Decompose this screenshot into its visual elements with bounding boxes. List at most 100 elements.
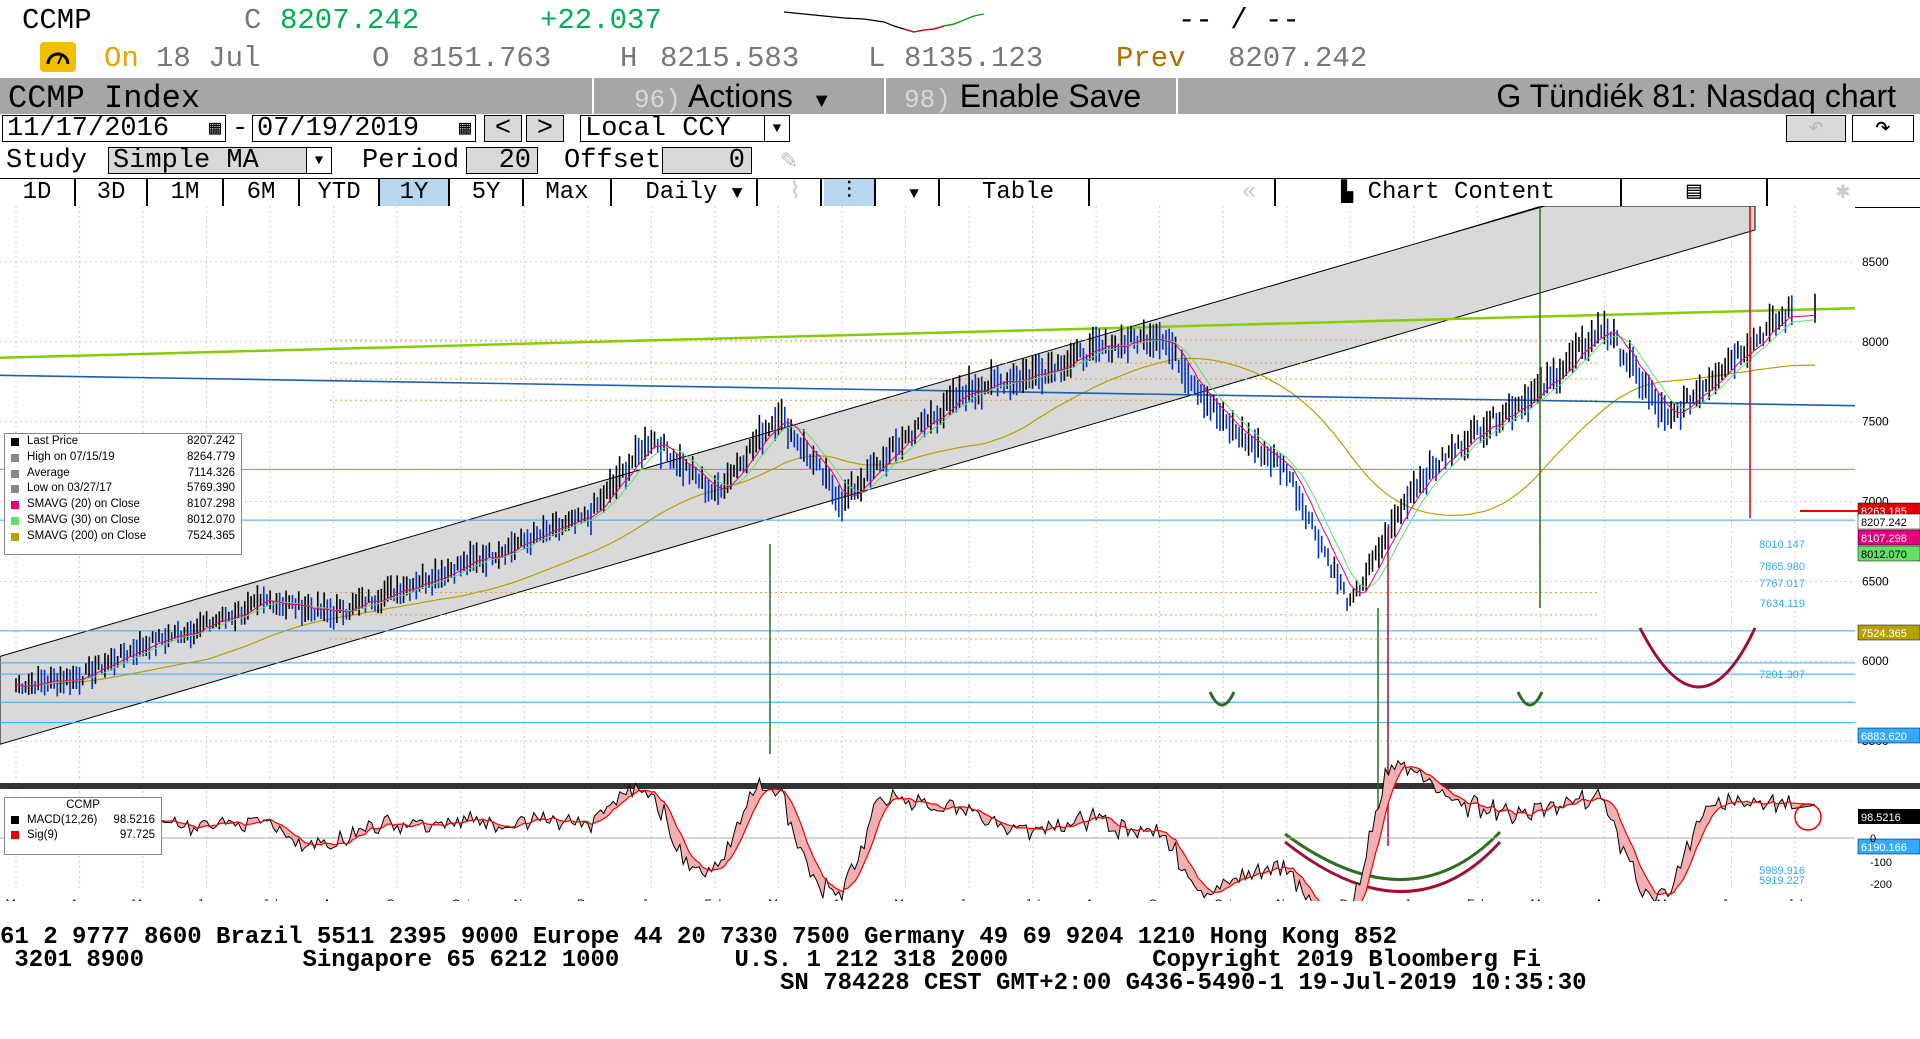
signal-line [15,765,1816,920]
low-label: L [868,42,886,75]
study-select[interactable]: Simple MA ▼ [108,147,332,175]
x-tick-label: Apr [70,897,89,901]
bar-chart-icon[interactable]: ⫶ [824,179,876,207]
legend-row: SMAVG (30) on Close 8012.070 [5,513,241,529]
price-tag [1857,513,1920,530]
x-tick-label: Jan [1404,897,1423,901]
price-tag-label: 8107.298 [1861,533,1907,545]
v-mark [1516,691,1544,707]
level-label: 7767.017 [1759,578,1805,590]
line-chart-icon[interactable]: ⌇ [770,179,822,207]
tab-5y[interactable]: 5Y [450,179,524,207]
x-tick-label: Aug [323,897,344,901]
next-range-button[interactable]: > [526,115,564,143]
footer-line-2: 3201 8900 Singapore 65 6212 1000 U.S. 1 … [0,947,1542,974]
macd-line [15,759,1816,932]
level-label: 8010.147 [1759,539,1805,551]
y-tick-label: 6000 [1862,654,1889,668]
sma20-line [15,314,1816,687]
end-date-field[interactable]: 07/19/2019 ▦ [252,115,476,143]
frequency-value: Daily [645,179,718,206]
tab-3d[interactable]: 3D [76,179,148,207]
security-field[interactable]: CCMP Index [0,78,594,117]
price-tag [1857,529,1920,546]
chart-content-button[interactable]: ▙ Chart Content [1274,179,1622,207]
price-chart[interactable]: Mar Apr May Jun Jul Aug Sep Oct Nov Dec Jan Feb Mar A… [0,196,1920,935]
close-label: C [244,4,262,37]
legend-value: 8107.298 [187,498,235,511]
prev-value: 8207.242 [1228,42,1368,75]
x-tick-label: Apr [1595,897,1614,901]
price-tag-label: 8012.070 [1861,549,1907,561]
tab-1m[interactable]: 1M [148,179,224,207]
tab-ytd[interactable]: YTD [300,179,380,207]
cup-arc-green [1284,830,1502,881]
x-tick-label: Jan [642,897,661,901]
handle-arc [1638,627,1757,689]
legend-swatch [11,816,19,824]
prev-range-button[interactable]: < [484,115,522,143]
change-value: +22.037 [540,4,662,37]
period-field[interactable]: 20 [466,147,538,175]
x-tick-label: Mar [1531,897,1552,901]
price-tag-label: 6883.620 [1861,731,1907,743]
macd-tick-label: -100 [1870,857,1892,869]
legend-swatch [11,469,19,478]
level-label: 7865.980 [1759,561,1805,573]
tab-1y[interactable]: 1Y [380,179,450,207]
sma200-line [15,357,1816,687]
price-tag [1857,545,1920,562]
redo-icon[interactable]: ↷ [1852,115,1914,143]
footer-line-3: SN 784228 CEST GMT+2:00 G436-5490-1 19-J… [780,970,1587,997]
edit-chart-icon[interactable]: ▤ [1622,179,1768,207]
chart-area[interactable]: Mar Apr May Jun Jul Aug Sep Oct Nov Dec Jan Feb Mar A… [0,196,1920,935]
table-button[interactable]: Table [948,179,1090,207]
gear-icon[interactable]: ✱ [1835,179,1851,206]
frequency-select[interactable]: Daily ▼ [632,179,758,207]
legend-swatch [11,831,19,839]
offset-label: Offset [564,146,662,176]
macd-legend: CCMP MACD(12,26) 98.5216 Sig(9) 97.725 [4,797,162,855]
undo-icon[interactable]: ↶ [1786,115,1846,143]
macd-legend-row: MACD(12,26) 98.5216 [5,813,161,828]
prev-label: Prev [1116,42,1186,75]
calendar-icon[interactable]: ▦ [458,118,471,141]
quote-bar: CCMP C 8207.242 +22.037 -- / -- On 18 Ju… [0,0,1920,78]
x-tick-label: Jul [1787,897,1802,901]
chart-type-dropdown[interactable]: ▼ [890,179,940,207]
offset-field[interactable]: 0 [662,147,752,175]
date-range-row: 11/17/2016 ▦ - 07/19/2019 ▦ < > Local CC… [0,114,1920,144]
x-tick-label: May [894,897,917,901]
legend-label: MACD(12,26) [27,814,98,826]
x-tick-label: Jul [1025,897,1040,901]
gauge-icon[interactable] [40,42,76,72]
legend-label: High on 07/15/19 [27,450,115,463]
macd-highlight-circle [1794,803,1822,831]
calendar-icon[interactable]: ▦ [208,118,221,141]
legend-row: Low on 03/27/17 5769.390 [5,481,241,497]
currency-select[interactable]: Local CCY ▼ [580,115,790,143]
pencil-icon[interactable]: ✎ [780,148,799,173]
security-name: CCMP Index [8,80,201,117]
x-tick-label: Dec [577,897,598,901]
tab-1d[interactable]: 1D [0,179,76,207]
start-date: 11/17/2016 [7,114,170,144]
actions-menu[interactable]: 96) Actions ▼ [594,78,886,115]
legend-row: High on 07/15/19 8264.779 [5,450,241,466]
tab-6m[interactable]: 6M [224,179,300,207]
tab-max[interactable]: Max [524,179,612,207]
price-tag [1857,838,1920,855]
close-value: 8207.242 [280,4,420,37]
study-label: Study [6,146,88,176]
x-tick-label: Nov [514,897,535,901]
legend-row: SMAVG (20) on Close 8107.298 [5,497,241,513]
collapse-icon[interactable]: « [1241,179,1257,206]
legend-swatch [11,532,19,541]
macd-legend-title: CCMP [66,799,100,811]
ticker: CCMP [22,4,92,37]
level-label: 5989.916 [1759,865,1805,877]
start-date-field[interactable]: 11/17/2016 ▦ [2,114,226,144]
enable-save-button[interactable]: 98) Enable Save [886,78,1178,115]
legend-swatch [11,501,19,510]
price-legend: Last Price 8207.242 High on 07/15/19 8264.7… [4,433,242,555]
